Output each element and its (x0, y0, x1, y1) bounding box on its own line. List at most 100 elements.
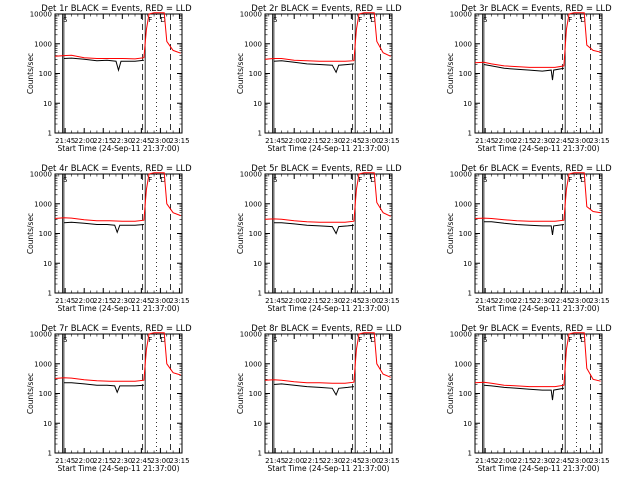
y-tick-label: 1 (48, 290, 52, 298)
y-tick-label: 10000 (450, 331, 472, 339)
x-tick-label: 22:00 (284, 137, 304, 145)
y-axis-label: Counts/sec (236, 373, 245, 414)
y-axis-label: Counts/sec (26, 373, 35, 414)
y-axis-label: Counts/sec (236, 213, 245, 254)
lld-series-line (54, 172, 181, 222)
y-tick-label: 1 (258, 130, 262, 138)
event-marker-label: S (273, 176, 278, 184)
x-tick-label: 21:45 (475, 137, 495, 145)
x-tick-label: 23:15 (589, 457, 609, 465)
x-tick-label: 22:30 (532, 297, 552, 305)
event-marker-label: D (370, 336, 375, 344)
x-tick-label: 22:00 (494, 297, 514, 305)
y-tick-label: 1000 (34, 360, 52, 368)
x-tick-label: 23:15 (589, 297, 609, 305)
x-tick-label: 23:00 (570, 297, 590, 305)
x-tick-label: 22:00 (74, 297, 94, 305)
events-series-line (273, 222, 354, 235)
x-axis-label: Start Time (24-Sep-11 21:37:00) (478, 464, 600, 473)
event-marker-label: F (568, 16, 572, 24)
x-tick-label: 23:15 (379, 297, 399, 305)
events-series-line (63, 221, 144, 234)
x-tick-label: 22:45 (341, 457, 361, 465)
x-tick-label: 21:45 (265, 457, 285, 465)
x-axis-label: Start Time (24-Sep-11 21:37:00) (268, 464, 390, 473)
event-marker-label: D (370, 176, 375, 184)
y-tick-label: 10 (253, 420, 262, 428)
chart-title: Det 4r BLACK = Events, RED = LLD (41, 164, 192, 174)
x-tick-label: 22:15 (93, 457, 113, 465)
lld-series-line (474, 172, 601, 222)
events-series-line (273, 383, 354, 397)
x-tick-label: 22:00 (494, 457, 514, 465)
y-tick-label: 100 (249, 70, 262, 78)
y-tick-label: 1000 (34, 200, 52, 208)
y-tick-label: 10000 (240, 331, 262, 339)
y-tick-label: 10000 (240, 11, 262, 19)
x-tick-label: 22:30 (532, 457, 552, 465)
x-tick-label: 22:45 (341, 137, 361, 145)
y-axis-label: Counts/sec (446, 53, 455, 94)
event-marker-label: D (580, 176, 585, 184)
chart-panel: Det 9r BLACK = Events, RED = LLD 1 10 100 10… (446, 324, 612, 473)
chart-title: Det 5r BLACK = Events, RED = LLD (251, 164, 402, 174)
x-tick-label: 22:30 (112, 297, 132, 305)
x-tick-label: 21:45 (55, 457, 75, 465)
x-tick-label: 22:00 (494, 137, 514, 145)
y-axis-label: Counts/sec (236, 53, 245, 94)
event-marker-label: D (160, 16, 165, 24)
y-tick-label: 10000 (240, 171, 262, 179)
chart-title: Det 2r BLACK = Events, RED = LLD (251, 4, 402, 14)
x-tick-label: 22:15 (513, 297, 533, 305)
event-marker-label: S (273, 336, 278, 344)
event-marker-label: S (483, 176, 488, 184)
y-tick-label: 10 (43, 260, 52, 268)
events-series-line (63, 382, 144, 394)
x-tick-label: 22:30 (112, 137, 132, 145)
y-tick-label: 10 (463, 260, 472, 268)
y-tick-label: 100 (249, 390, 262, 398)
x-tick-label: 23:15 (169, 457, 189, 465)
y-tick-label: 100 (39, 70, 52, 78)
x-tick-label: 23:00 (360, 297, 380, 305)
plot-frame (54, 333, 183, 454)
event-marker-label: F (358, 16, 362, 24)
x-tick-label: 22:30 (112, 457, 132, 465)
plot-frame (54, 13, 183, 134)
event-marker-label: F (148, 16, 152, 24)
chart-panel: Det 4r BLACK = Events, RED = LLD 1 10 100 10… (26, 164, 192, 313)
chart-title: Det 9r BLACK = Events, RED = LLD (461, 324, 612, 334)
x-tick-label: 23:00 (150, 297, 170, 305)
chart-panel: Det 7r BLACK = Events, RED = LLD 1 10 100 10… (26, 324, 192, 473)
event-marker-label: F (148, 336, 152, 344)
chart-title: Det 6r BLACK = Events, RED = LLD (461, 164, 612, 174)
x-tick-label: 22:30 (322, 457, 342, 465)
x-tick-label: 23:15 (169, 297, 189, 305)
x-tick-label: 22:00 (74, 137, 94, 145)
x-axis-label: Start Time (24-Sep-11 21:37:00) (58, 304, 180, 313)
event-marker-label: S (273, 16, 278, 24)
chart-title: Det 7r BLACK = Events, RED = LLD (41, 324, 192, 334)
chart-panel: Det 6r BLACK = Events, RED = LLD 1 10 100 10… (446, 164, 612, 313)
chart-panel: Det 5r BLACK = Events, RED = LLD 1 10 100 10… (236, 164, 402, 313)
event-marker-label: D (160, 176, 165, 184)
x-tick-label: 22:30 (322, 297, 342, 305)
event-marker-label: F (568, 176, 572, 184)
y-tick-label: 10000 (450, 11, 472, 19)
chart-panel: Det 1r BLACK = Events, RED = LLD 1 10 100 10… (26, 4, 192, 153)
event-marker-label: S (63, 176, 68, 184)
lld-series-line (264, 172, 391, 223)
x-tick-label: 22:15 (513, 457, 533, 465)
lld-series-line (54, 12, 181, 60)
x-tick-label: 22:15 (513, 137, 533, 145)
y-tick-label: 100 (459, 230, 472, 238)
x-axis-label: Start Time (24-Sep-11 21:37:00) (58, 464, 180, 473)
x-tick-label: 23:00 (360, 457, 380, 465)
x-tick-label: 22:45 (131, 137, 151, 145)
x-tick-label: 21:45 (55, 297, 75, 305)
x-tick-label: 22:15 (303, 137, 323, 145)
lld-series-line (474, 332, 601, 388)
event-marker-label: S (483, 336, 488, 344)
plot-frame (474, 13, 603, 134)
plot-frame (264, 333, 393, 454)
